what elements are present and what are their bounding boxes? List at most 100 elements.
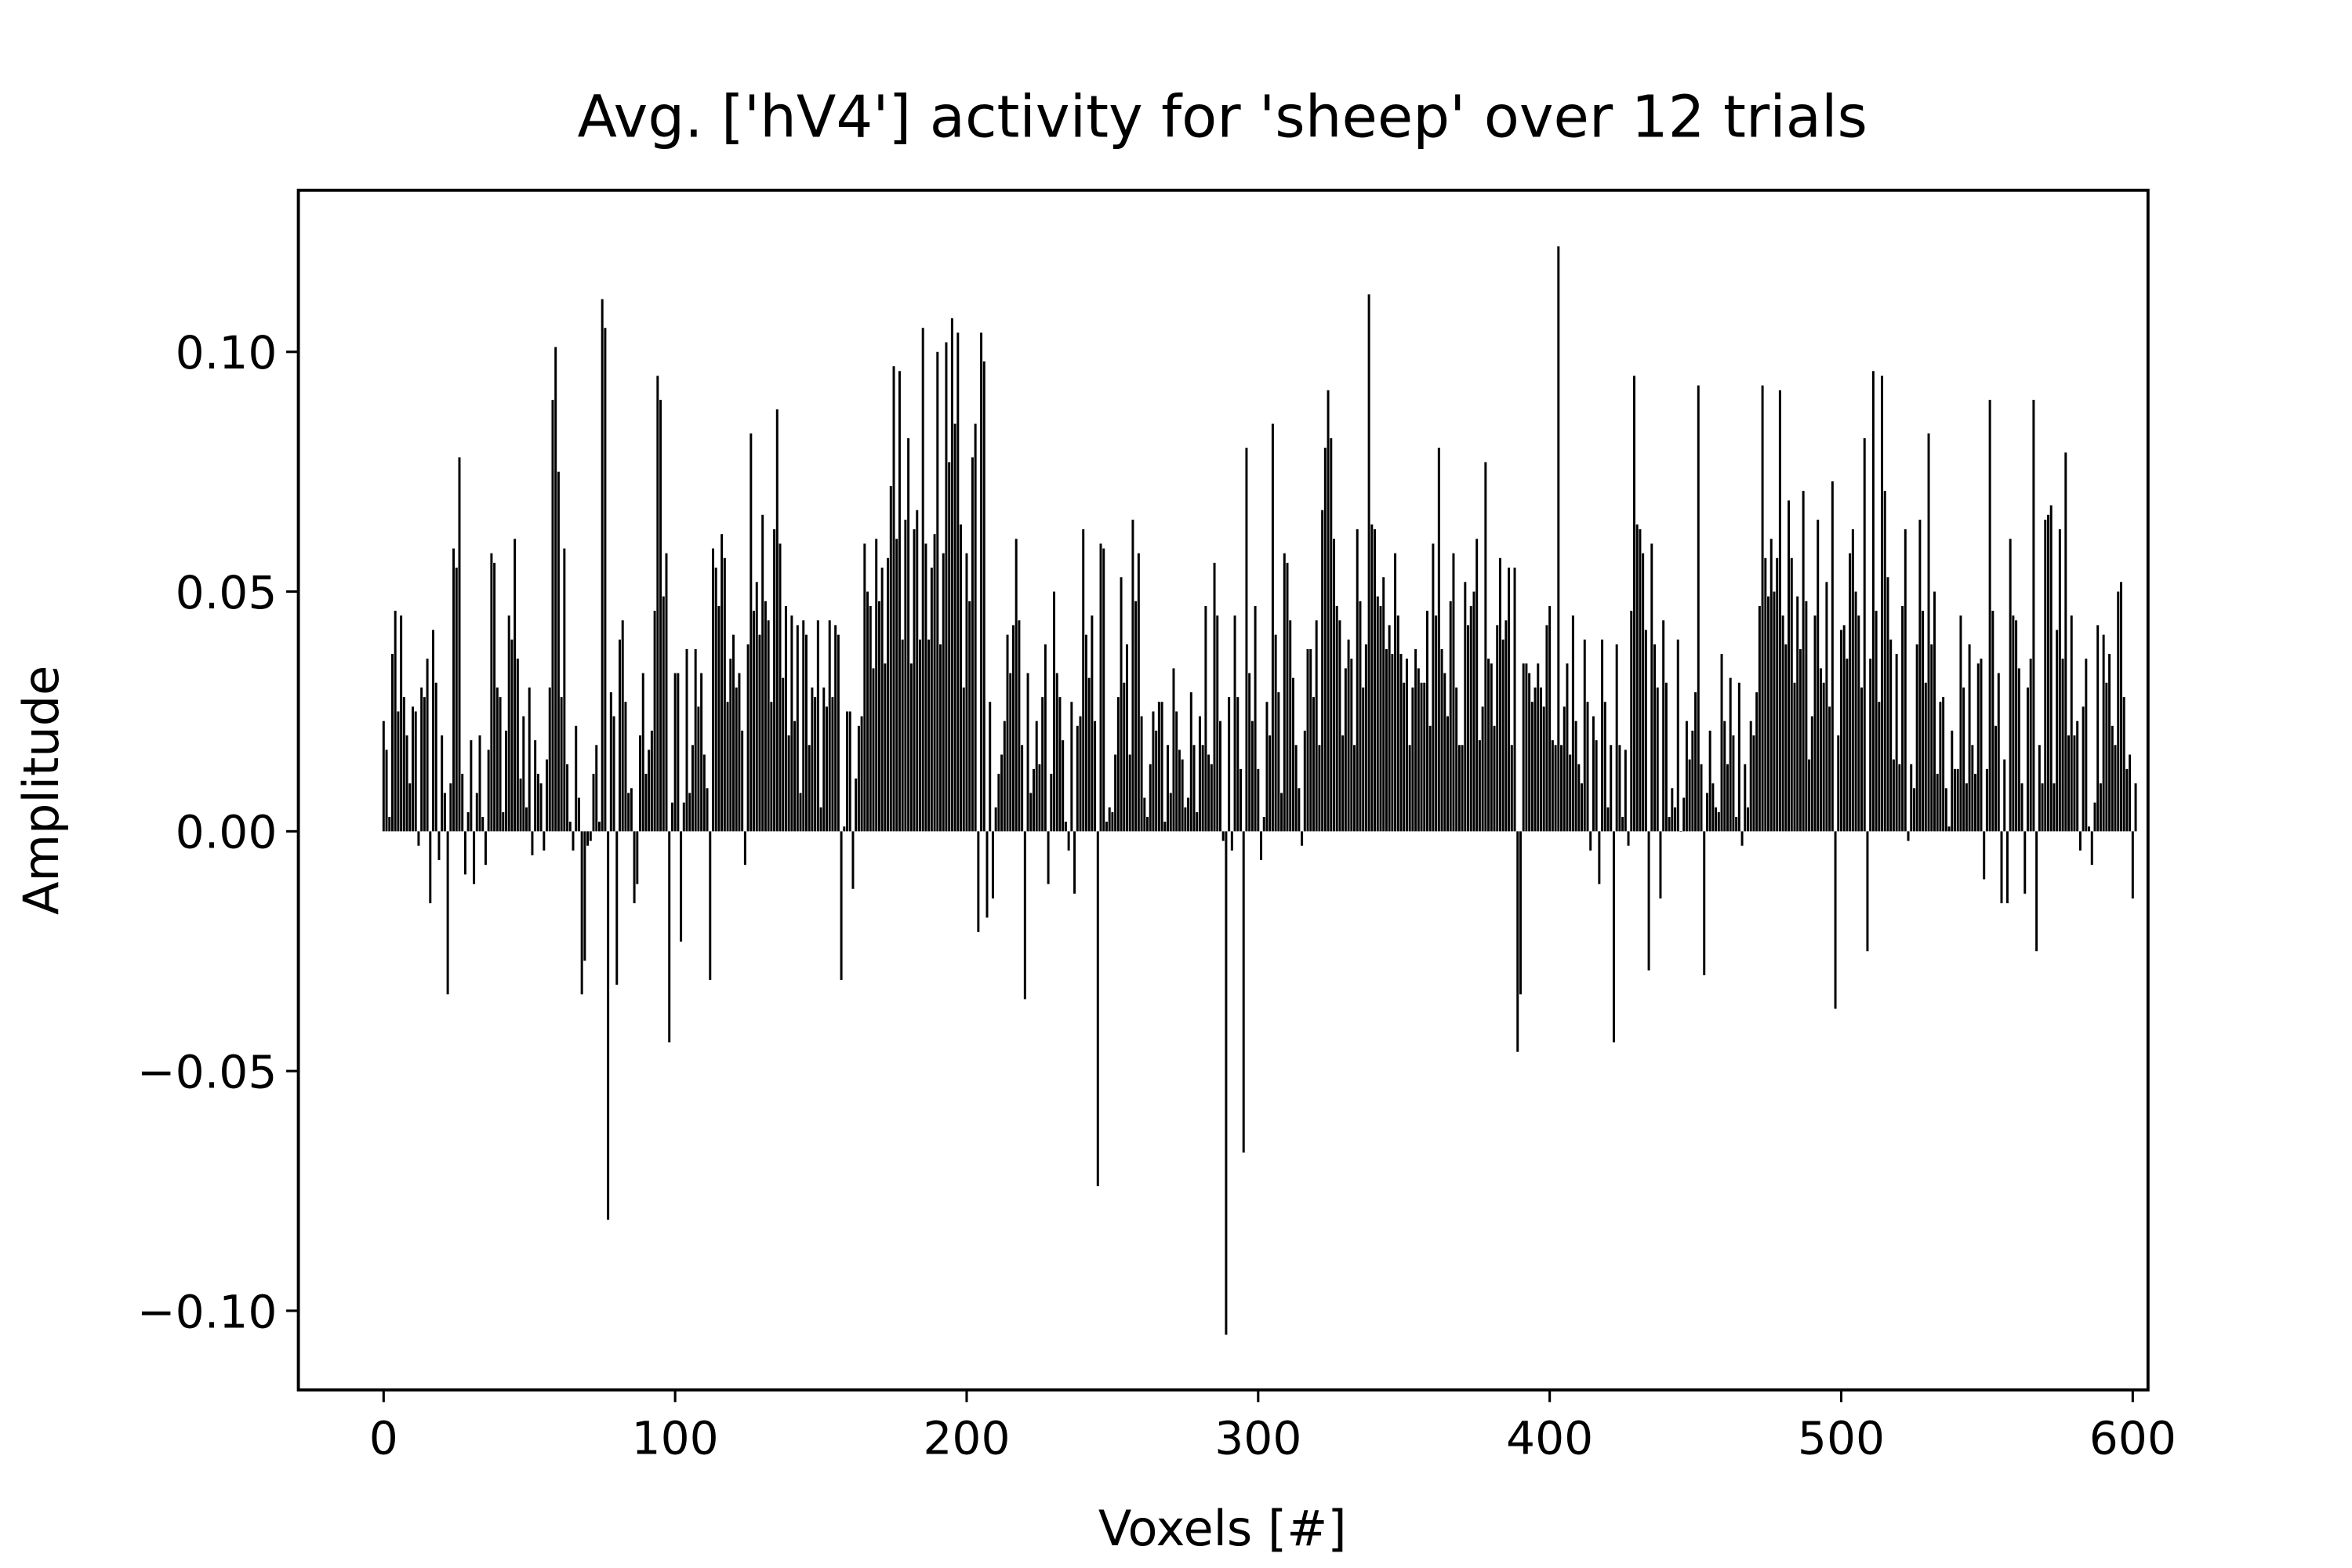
bar — [1327, 390, 1330, 832]
bar — [863, 543, 866, 832]
bar — [624, 702, 627, 832]
bar — [1242, 831, 1245, 1153]
bar — [1425, 611, 1428, 832]
bar — [575, 725, 578, 832]
bar — [1933, 591, 1936, 832]
bar — [1178, 750, 1181, 832]
bar — [2088, 826, 2091, 832]
bar — [1854, 591, 1857, 832]
bar — [2049, 505, 2053, 832]
y-tick-label: 0.10 — [176, 326, 278, 379]
bar — [907, 437, 910, 832]
bar — [1767, 596, 1770, 832]
bar — [390, 654, 394, 832]
bar — [2047, 514, 2049, 832]
bar — [1778, 390, 1781, 832]
bar — [1341, 735, 1345, 832]
bar — [889, 486, 892, 832]
bar — [1589, 831, 1592, 851]
bar — [994, 807, 997, 832]
bar — [414, 711, 417, 832]
bar — [402, 697, 405, 832]
bar — [1886, 577, 1889, 832]
bar — [980, 332, 983, 832]
bar — [1359, 601, 1362, 832]
bar — [452, 548, 456, 832]
bar — [397, 711, 400, 832]
bar — [630, 788, 633, 832]
bar — [2073, 735, 2076, 832]
bar — [1274, 634, 1277, 832]
bar — [1094, 720, 1097, 832]
bar — [2105, 682, 2108, 832]
bar — [1615, 644, 1618, 832]
bar — [729, 659, 732, 832]
bar — [723, 557, 726, 832]
bar — [458, 457, 461, 832]
bar — [1102, 548, 1105, 832]
bar — [1802, 491, 1805, 832]
bar — [1333, 539, 1335, 832]
bar — [2029, 659, 2032, 832]
bar — [1586, 702, 1589, 832]
bar — [1260, 831, 1263, 861]
bar — [1050, 773, 1053, 832]
bar — [895, 539, 898, 832]
bar — [808, 745, 811, 832]
bar — [714, 568, 717, 832]
bar — [717, 605, 720, 832]
bar — [466, 811, 470, 832]
bar — [1863, 437, 1866, 832]
bar — [1828, 706, 1831, 832]
bar — [420, 687, 423, 832]
bar — [1350, 659, 1353, 832]
bar — [1464, 582, 1467, 832]
bar — [589, 831, 592, 841]
bar — [560, 697, 563, 832]
bar — [2000, 831, 2003, 904]
bar — [1606, 807, 1610, 832]
bar — [1087, 677, 1091, 832]
bar — [1428, 725, 1432, 832]
bar — [2041, 783, 2044, 832]
bar — [1146, 817, 1149, 832]
x-tick-label: 300 — [1214, 1411, 1301, 1465]
bar — [1997, 673, 2000, 832]
bar — [1846, 659, 1849, 832]
bar — [394, 611, 397, 832]
bar — [1537, 663, 1540, 832]
bar — [1528, 673, 1531, 832]
bar — [1922, 611, 1925, 832]
y-tick-label: −0.10 — [137, 1285, 278, 1338]
bar — [1892, 759, 1895, 832]
bar — [814, 697, 817, 832]
bar — [554, 347, 557, 832]
bar — [1414, 648, 1417, 832]
bar — [1364, 644, 1367, 832]
bar — [1530, 702, 1534, 832]
bar — [1257, 768, 1260, 832]
bar — [921, 328, 924, 832]
bar — [636, 831, 639, 884]
bar — [1749, 720, 1752, 832]
bar — [1221, 831, 1225, 841]
bar — [982, 361, 985, 832]
bar — [1108, 807, 1111, 832]
bar — [2096, 625, 2100, 832]
bar — [770, 702, 773, 832]
bar — [2076, 720, 2079, 832]
bar — [784, 605, 787, 832]
bar — [650, 730, 653, 832]
bar — [1498, 557, 1501, 832]
bar — [1123, 682, 1126, 832]
bar — [1790, 557, 1793, 832]
bar — [621, 620, 624, 832]
bar — [1411, 687, 1414, 832]
bar — [1003, 720, 1006, 832]
bar — [644, 773, 648, 832]
bar — [1423, 682, 1426, 832]
bar — [1924, 682, 1927, 832]
bar — [790, 615, 793, 832]
bar — [851, 831, 855, 889]
bar — [804, 634, 808, 832]
